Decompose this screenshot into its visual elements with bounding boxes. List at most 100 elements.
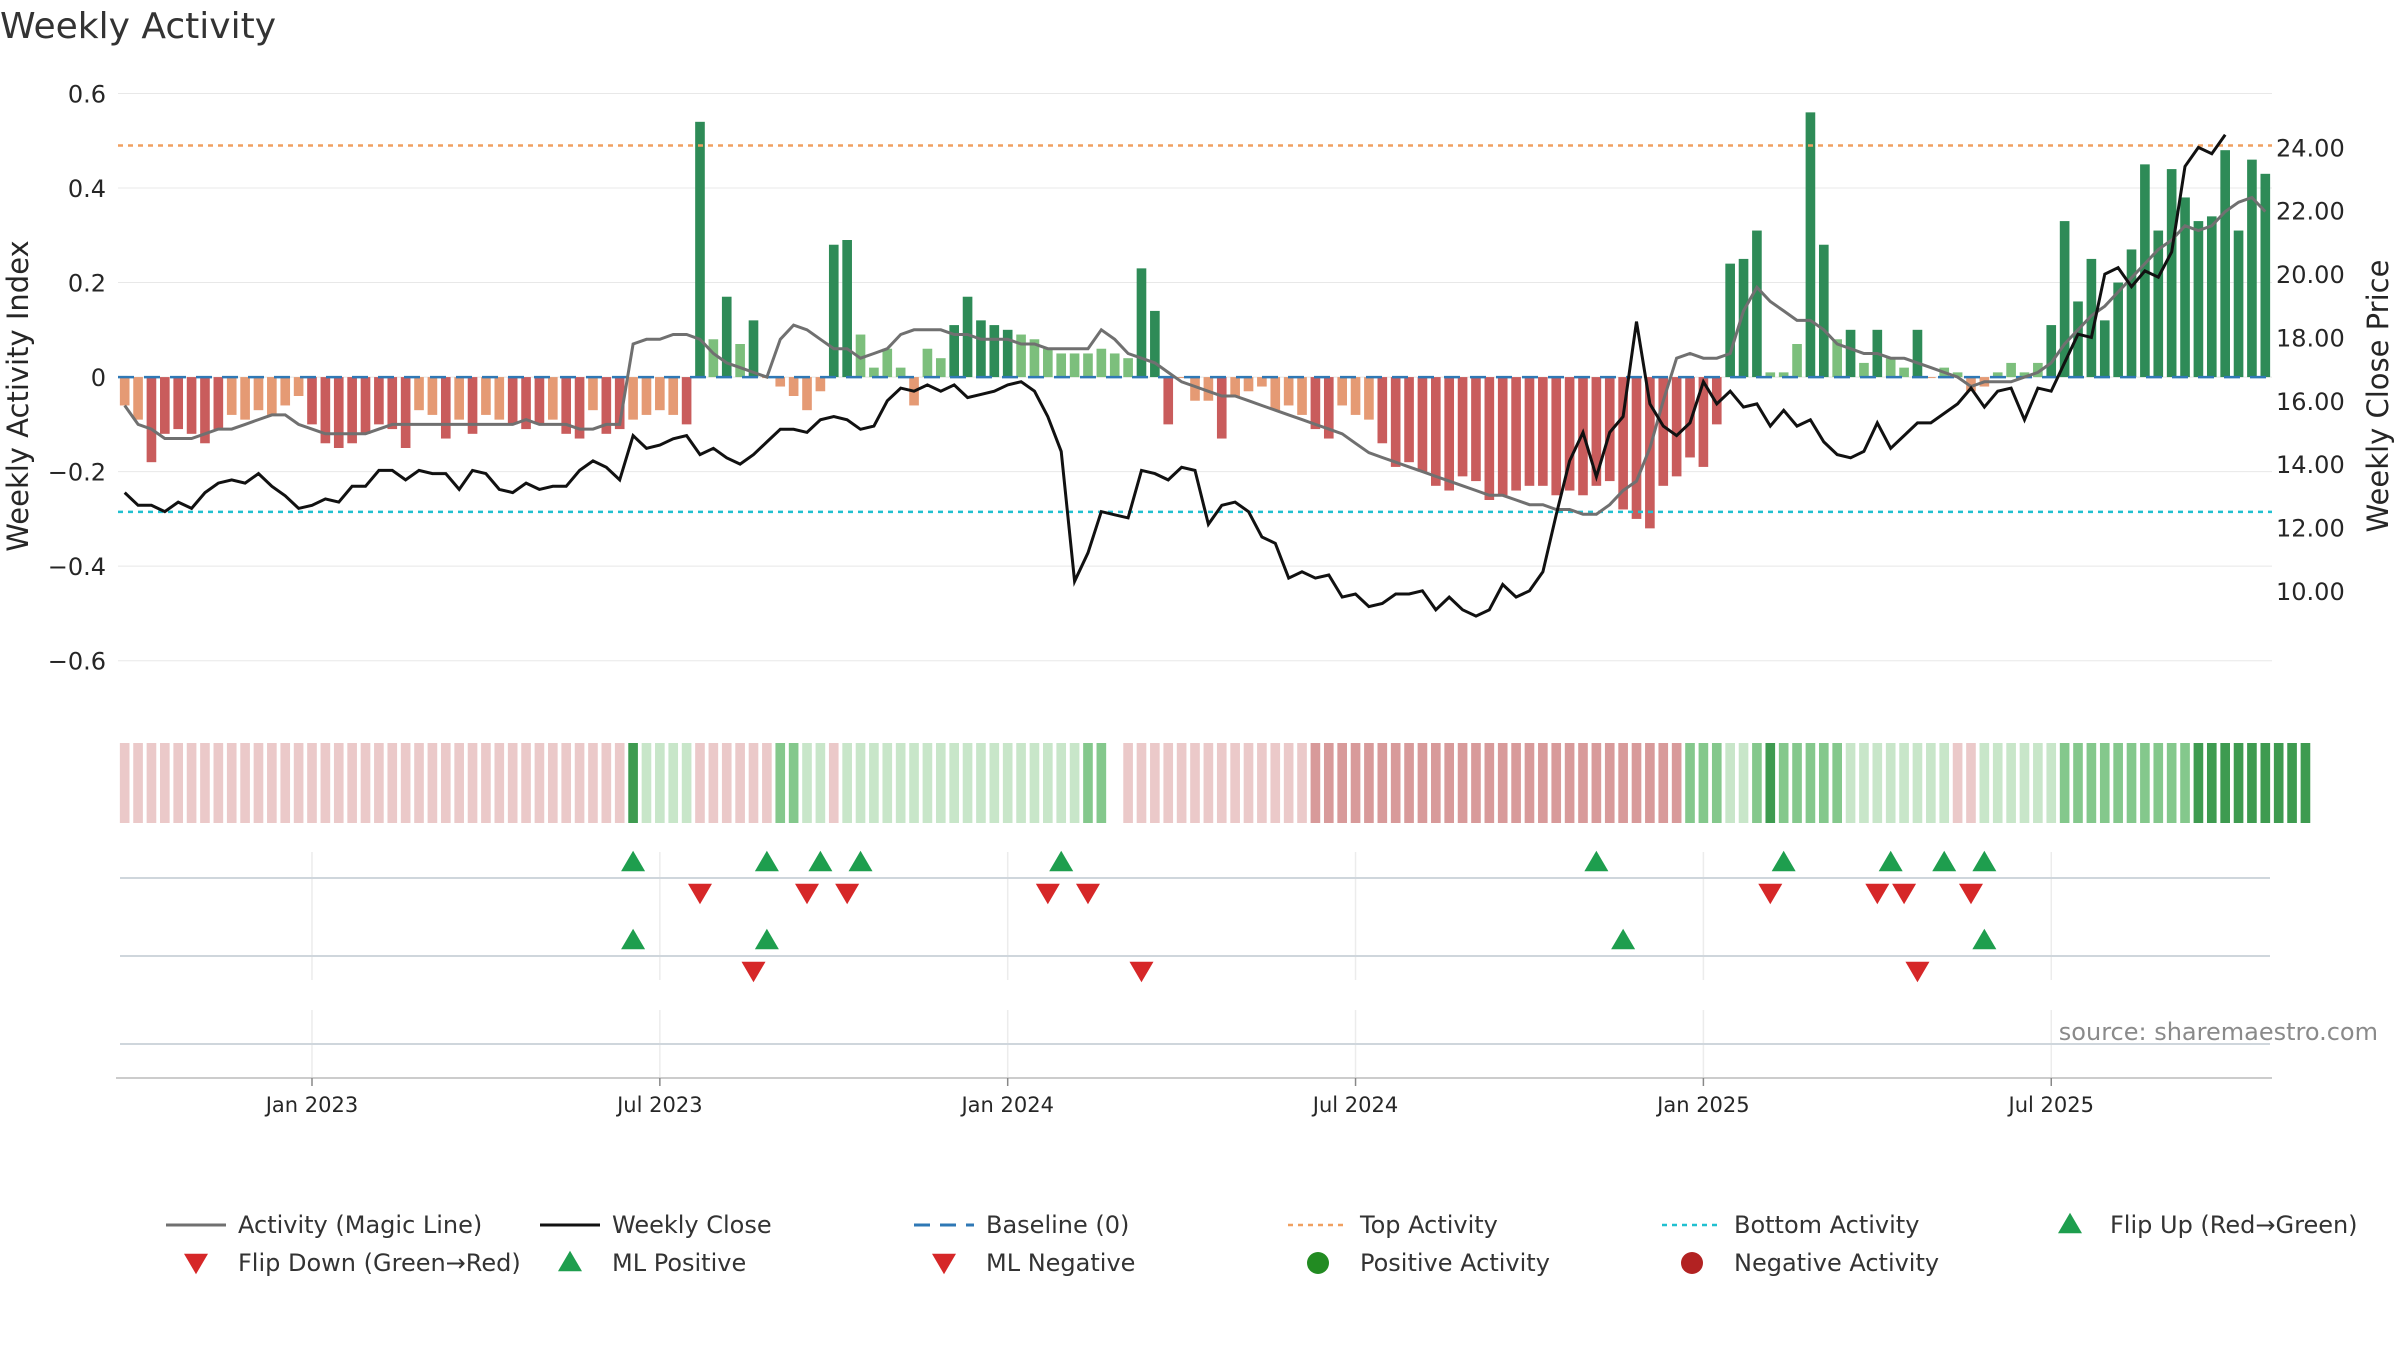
activity-bar [2086, 258, 2097, 378]
heat-strip-cell [160, 743, 170, 823]
y2-tick-label: 24.00 [2276, 134, 2345, 162]
activity-bar [2073, 301, 2083, 378]
legend-ml-negative-swatch [932, 1253, 956, 1275]
activity-bar [414, 377, 424, 411]
heat-strip-cell [387, 743, 398, 823]
heat-strip-cell [2193, 743, 2204, 823]
activity-bar [1778, 372, 1789, 378]
activity-bar [333, 377, 344, 448]
activity-bar [119, 377, 130, 406]
heat-strip-cell [1671, 743, 1682, 823]
activity-bar [2233, 230, 2244, 378]
heat-strip-cell [1591, 743, 1602, 823]
heat-strip-cell [1390, 743, 1401, 823]
heat-strip-cell [427, 743, 438, 823]
heat-strip-cell [1832, 743, 1843, 823]
activity-bar [976, 320, 986, 378]
legend-label: ML Negative [986, 1249, 1135, 1277]
heat-strip-cell [1163, 743, 1174, 823]
activity-bar [869, 367, 879, 378]
heat-strip-cell [2180, 743, 2190, 823]
heat-strip-cell [775, 743, 786, 823]
activity-bar [547, 377, 558, 420]
activity-bar [1230, 377, 1240, 396]
heat-strip-cell [1270, 743, 1281, 823]
x-tick-label: Jan 2023 [264, 1093, 359, 1117]
heat-strip-cell [481, 743, 491, 823]
heat-strip-cell [2260, 743, 2271, 823]
heat-strip-cell [708, 743, 719, 823]
activity-bar [507, 377, 518, 425]
activity-bar [2180, 197, 2190, 378]
heat-strip-cell [1417, 743, 1428, 823]
activity-bar [1899, 367, 1909, 378]
flip-up-marker [1584, 850, 1609, 872]
heat-strip-cell [307, 743, 317, 823]
activity-bar [1524, 377, 1535, 486]
heat-strip-cell [1377, 743, 1388, 823]
activity-bar [1190, 377, 1200, 401]
activity-bar [146, 377, 157, 463]
heat-strip-cell [655, 743, 665, 823]
heat-strip-cell [1778, 743, 1789, 823]
legend-flip-down-swatch [184, 1253, 208, 1275]
activity-bar [2059, 221, 2070, 378]
heat-strip-cell [2006, 743, 2016, 823]
legend-label: Positive Activity [1360, 1249, 1550, 1277]
heat-strip-cell [400, 743, 411, 823]
activity-bar [1711, 377, 1722, 425]
legend-ml-positive-swatch [558, 1250, 582, 1272]
heat-strip-cell [507, 743, 518, 823]
source-label: source: sharemaestro.com [2059, 1018, 2378, 1046]
heat-strip-cell [762, 743, 772, 823]
activity-bar [1845, 329, 1856, 378]
heat-strip-cell [909, 743, 919, 823]
activity-bar [1163, 377, 1174, 425]
heat-strip-cell [1484, 743, 1495, 823]
activity-bar [1043, 348, 1053, 378]
activity-bar [628, 377, 638, 420]
heat-strip-cell [1216, 743, 1227, 823]
activity-bar [1952, 372, 1963, 378]
activity-bar [481, 377, 491, 415]
activity-bar [1725, 263, 1735, 378]
heat-strip-cell [414, 743, 424, 823]
heat-strip-cell [320, 743, 331, 823]
legend-label: Flip Down (Green→Red) [238, 1249, 521, 1277]
weekly-close-line [123, 133, 2227, 618]
heat-strip-cell [949, 743, 959, 823]
activity-bar [1109, 353, 1120, 378]
heat-strip-cell [333, 743, 344, 823]
activity-bar [614, 377, 625, 430]
activity-bar [1323, 377, 1334, 439]
x-tick-label: Jul 2025 [2007, 1093, 2094, 1117]
ml-negative-marker [741, 961, 766, 983]
heat-strip-cell [1992, 743, 2003, 823]
heat-strip-cell [1966, 743, 1976, 823]
activity-bar [1096, 348, 1107, 378]
heat-strip-cell [2086, 743, 2097, 823]
activity-bar [1243, 377, 1254, 392]
activity-bar [1002, 329, 1013, 378]
activity-bar [534, 377, 545, 425]
y2-tick-label: 22.00 [2276, 198, 2345, 226]
heat-strip-cell [681, 743, 692, 823]
activity-bar [293, 377, 304, 396]
activity-bar [1645, 377, 1655, 529]
heat-strip-cell [1297, 743, 1307, 823]
legend-negative-dot-swatch [1681, 1252, 1703, 1274]
heat-strip-cell [962, 743, 973, 823]
activity-bar [1216, 377, 1227, 439]
heat-strip-cell [360, 743, 371, 823]
y2-tick-label: 16.00 [2276, 388, 2345, 416]
activity-bar [173, 377, 184, 430]
heat-strip-cell [2247, 743, 2257, 823]
activity-bar [226, 377, 237, 415]
activity-bar [1591, 377, 1602, 486]
activity-bar [1832, 339, 1843, 378]
activity-bar [253, 377, 264, 411]
activity-bar [1658, 377, 1669, 486]
activity-bar [1176, 377, 1187, 379]
heat-strip-cell [293, 743, 304, 823]
heat-strip-cell [1725, 743, 1735, 823]
